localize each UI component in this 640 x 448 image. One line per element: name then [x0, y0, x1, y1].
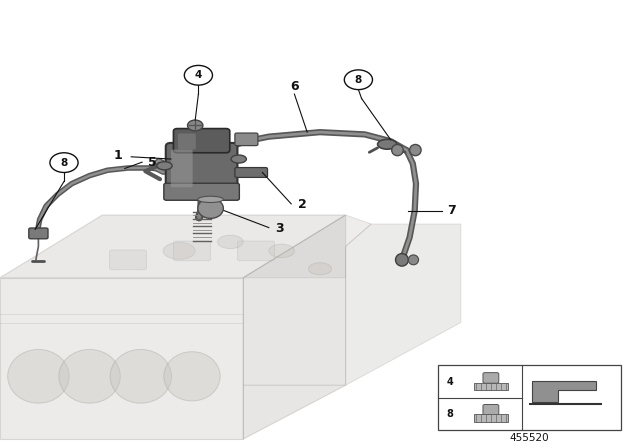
FancyBboxPatch shape	[166, 143, 237, 193]
Text: 6: 6	[290, 79, 299, 93]
FancyBboxPatch shape	[171, 150, 193, 187]
Ellipse shape	[163, 242, 195, 259]
FancyBboxPatch shape	[483, 373, 499, 383]
Text: 5: 5	[148, 155, 157, 169]
Ellipse shape	[231, 155, 246, 163]
FancyBboxPatch shape	[474, 383, 508, 391]
FancyBboxPatch shape	[438, 365, 621, 430]
Ellipse shape	[308, 263, 332, 275]
Text: 455520: 455520	[510, 433, 549, 443]
Text: 1: 1	[114, 149, 123, 162]
Text: 3: 3	[275, 221, 284, 235]
Circle shape	[188, 120, 203, 131]
FancyBboxPatch shape	[109, 250, 147, 270]
Polygon shape	[243, 215, 371, 278]
Text: 4: 4	[447, 377, 453, 387]
Polygon shape	[0, 215, 346, 278]
Text: 4: 4	[195, 70, 202, 80]
Ellipse shape	[110, 349, 172, 403]
Text: 2: 2	[298, 198, 307, 211]
Ellipse shape	[269, 244, 294, 258]
Polygon shape	[243, 215, 346, 439]
Circle shape	[184, 65, 212, 85]
FancyBboxPatch shape	[164, 183, 239, 200]
Polygon shape	[532, 381, 596, 402]
FancyBboxPatch shape	[235, 133, 258, 146]
FancyBboxPatch shape	[483, 405, 499, 415]
FancyBboxPatch shape	[178, 134, 196, 150]
Ellipse shape	[59, 349, 120, 403]
Ellipse shape	[410, 144, 421, 156]
Ellipse shape	[8, 349, 69, 403]
Ellipse shape	[396, 254, 408, 266]
FancyBboxPatch shape	[235, 168, 268, 177]
Ellipse shape	[392, 144, 403, 156]
Text: 8: 8	[447, 409, 453, 419]
FancyBboxPatch shape	[173, 129, 230, 153]
Circle shape	[344, 70, 372, 90]
Ellipse shape	[408, 255, 419, 265]
Ellipse shape	[157, 162, 172, 170]
FancyBboxPatch shape	[29, 228, 48, 239]
Ellipse shape	[378, 139, 397, 149]
Ellipse shape	[218, 235, 243, 249]
Text: 8: 8	[355, 75, 362, 85]
Ellipse shape	[164, 352, 220, 401]
Text: 7: 7	[447, 204, 456, 217]
FancyBboxPatch shape	[237, 241, 275, 261]
Polygon shape	[243, 224, 461, 385]
Ellipse shape	[198, 198, 223, 219]
Ellipse shape	[198, 196, 223, 202]
Text: 8: 8	[60, 158, 68, 168]
FancyBboxPatch shape	[474, 414, 508, 422]
Polygon shape	[0, 278, 243, 439]
Circle shape	[50, 153, 78, 172]
FancyBboxPatch shape	[173, 241, 211, 261]
